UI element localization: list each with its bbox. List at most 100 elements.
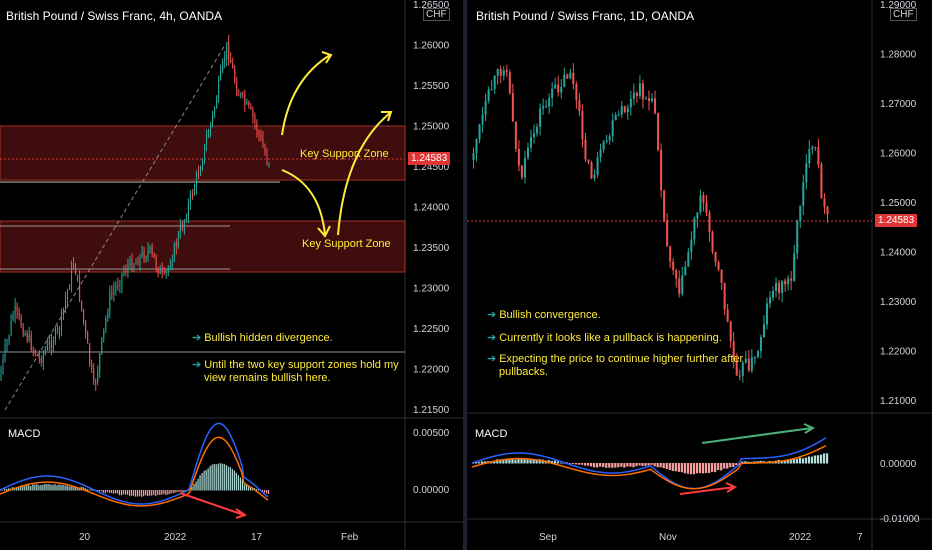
macd-1d: [471, 437, 829, 490]
macd-histogram-bar: [614, 463, 617, 468]
macd-histogram-bar: [38, 485, 40, 491]
macd-histogram-bar: [223, 463, 225, 491]
macd-histogram-bar: [735, 463, 738, 466]
candle-body: [206, 137, 208, 145]
macd-histogram-bar: [720, 463, 723, 471]
price-axis-label: 1.22000: [880, 347, 917, 358]
candle-body: [153, 252, 155, 258]
macd-histogram-bar: [32, 484, 34, 491]
candle-body: [545, 106, 548, 108]
candle-body: [750, 357, 753, 371]
price-axis-label: 1.21500: [413, 405, 450, 416]
candles-1d: [472, 63, 829, 383]
macd-histogram-bar: [199, 475, 201, 491]
macd-histogram-bar: [511, 458, 514, 464]
macd-histogram-bar: [589, 463, 593, 467]
candle-body: [129, 258, 131, 267]
arrow-up-1[interactable]: [281, 54, 331, 136]
candle-body: [141, 251, 143, 256]
macd-histogram-bar: [243, 484, 246, 491]
candle-body: [97, 370, 99, 384]
panel-divider[interactable]: [463, 0, 467, 550]
candle-body: [654, 98, 657, 114]
arrow-down[interactable]: [281, 169, 326, 236]
candle-body: [823, 198, 826, 207]
chart-panel-4h[interactable]: 1.26500 1.26000 1.25500 1.25000 1.24500 1.240…: [0, 0, 463, 550]
convergence-line-histogram[interactable]: [701, 427, 813, 444]
macd-histogram-bar: [795, 458, 798, 464]
candle-body: [42, 353, 44, 363]
price-axis-4h[interactable]: 1.26500 1.26000 1.25500 1.25000 1.24500 1.240…: [413, 0, 450, 496]
time-axis-4h[interactable]: 20 2022 17 Feb: [79, 532, 359, 543]
macd-histogram-bar: [169, 490, 171, 494]
candle-body: [629, 98, 632, 108]
price-axis-1d[interactable]: 1.29000 1.28000 1.27000 1.26000 1.25000 1.240…: [880, 0, 920, 525]
chart-canvas-4h[interactable]: 1.26500 1.26000 1.25500 1.25000 1.24500 1.240…: [0, 0, 463, 550]
candle-body: [20, 315, 22, 327]
candle-body: [514, 121, 517, 149]
candle-body: [687, 252, 690, 267]
candle-body: [765, 303, 768, 325]
chart-panel-1d[interactable]: 1.29000 1.28000 1.27000 1.26000 1.25000 1.240…: [467, 0, 932, 550]
candle-body: [790, 278, 793, 281]
candle-body: [127, 266, 129, 272]
candle-body: [189, 193, 191, 204]
trend-line-dashed[interactable]: [4, 44, 226, 411]
macd-histogram-bar: [475, 461, 478, 464]
time-axis-1d[interactable]: Sep Nov 2022 7: [539, 532, 863, 543]
macd-histogram-bar: [22, 485, 24, 491]
candle-body: [723, 282, 726, 310]
candle-body: [614, 115, 617, 121]
candle-body: [48, 341, 50, 344]
last-price-tag: 1.24583: [875, 214, 918, 227]
price-axis-label: 1.21000: [880, 396, 917, 407]
macd-histogram-bar: [559, 462, 562, 464]
currency-badge[interactable]: CHF: [423, 8, 450, 21]
macd-histogram-bar: [729, 463, 732, 468]
macd-histogram-bar: [502, 460, 505, 464]
macd-histogram-bar: [177, 490, 179, 492]
macd-histogram-bar: [197, 478, 199, 491]
arrow-up-2[interactable]: [337, 112, 391, 236]
candle-body: [14, 305, 16, 316]
candle-body: [87, 331, 89, 344]
macd-histogram-bar: [147, 490, 149, 497]
price-axis-label: 1.24000: [880, 248, 917, 259]
macd-histogram-bar: [132, 490, 135, 496]
candle-body: [669, 246, 672, 262]
candle-body: [119, 285, 121, 287]
candle-body: [224, 59, 226, 61]
candle-body: [536, 126, 539, 134]
candle-body: [778, 282, 781, 294]
macd-histogram-bar: [239, 477, 241, 491]
candle-body: [111, 293, 113, 295]
candle-body: [675, 270, 678, 279]
candle-body: [238, 95, 240, 97]
candle-body: [195, 173, 197, 187]
convergence-line-macd[interactable]: [679, 486, 736, 495]
candle-body: [529, 137, 533, 148]
macd-histogram-bar: [4, 488, 6, 491]
candle-body: [66, 289, 69, 300]
candle-body: [10, 319, 12, 336]
divergence-line[interactable]: [179, 492, 245, 516]
note-arrow-icon: ➔: [192, 332, 202, 344]
candle-body: [165, 271, 167, 273]
candle-body: [720, 269, 723, 283]
candle-body: [204, 144, 206, 162]
macd-histogram-bar: [126, 490, 129, 495]
candle-body: [64, 299, 66, 309]
candle-body: [89, 343, 91, 364]
macd-histogram-bar: [496, 459, 499, 464]
macd-histogram-bar: [623, 463, 626, 468]
price-axis-label: 1.24500: [413, 162, 450, 173]
macd-histogram-bar: [149, 490, 151, 496]
chart-canvas-1d[interactable]: 1.29000 1.28000 1.27000 1.26000 1.25000 1.240…: [467, 0, 932, 550]
macd-histogram-bar: [139, 490, 141, 497]
currency-badge[interactable]: CHF: [890, 8, 917, 21]
candle-body: [242, 93, 244, 95]
candle-body: [511, 93, 514, 122]
candle-body: [71, 266, 73, 287]
candle-body: [644, 98, 647, 100]
price-axis-label: 1.25000: [413, 122, 450, 133]
